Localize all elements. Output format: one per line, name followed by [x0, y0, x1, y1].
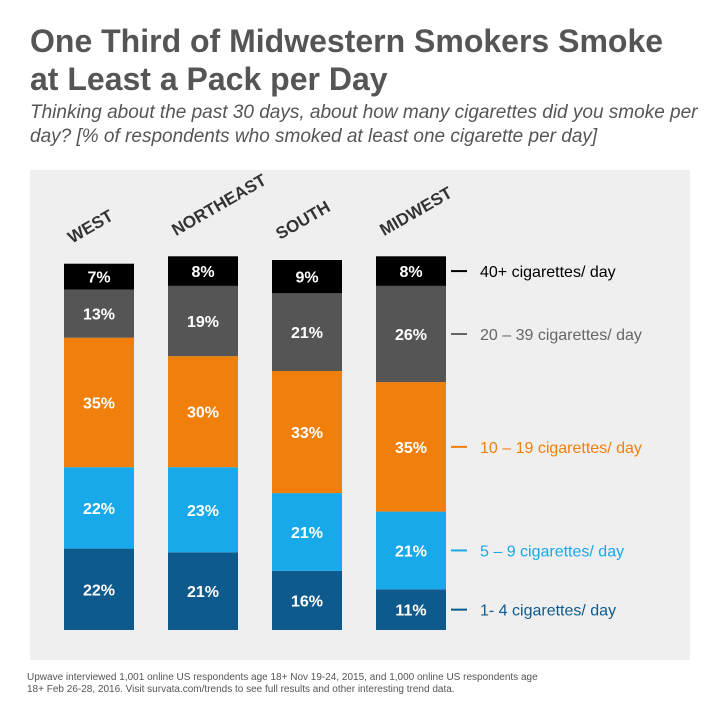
legend-label-1: 5 – 9 cigarettes/ day [480, 543, 624, 560]
data-label-west-0: 22% [83, 582, 115, 599]
data-label-west-4: 7% [87, 270, 110, 287]
bar-segment-west-4 [64, 263, 134, 290]
category-label-west: WEST [65, 206, 118, 247]
data-label-northeast-2: 30% [187, 405, 219, 422]
data-label-midwest-0: 11% [395, 603, 426, 620]
bar-segment-south-1 [272, 493, 342, 571]
data-label-northeast-0: 21% [187, 584, 219, 601]
bar-segment-west-1 [64, 467, 134, 549]
chart-panel: 22% 22% 35% 13% 7% WEST 21% 23% 30% 19% 8% NORTHEAS… [30, 170, 690, 660]
bar-segment-south-0 [272, 570, 342, 630]
data-label-south-0: 16% [291, 593, 323, 610]
bar-segment-midwest-1 [376, 511, 446, 590]
bar-segment-northeast-0 [168, 552, 238, 630]
legend-label-4: 40+ cigarettes/ day [480, 264, 616, 281]
bar-segment-northeast-4 [168, 256, 238, 286]
data-label-northeast-1: 23% [187, 503, 219, 520]
chart-title: One Third of Midwestern Smokers Smoke at… [30, 23, 664, 97]
stacked-bar-chart: 22% 22% 35% 13% 7% WEST 21% 23% 30% 19% 8% NORTHEAS… [64, 170, 642, 630]
bar-segment-midwest-2 [376, 382, 446, 512]
bar-segment-south-3 [272, 293, 342, 371]
data-label-midwest-3: 26% [395, 327, 427, 344]
footnote: Upwave interviewed 1,001 online US respo… [27, 672, 538, 695]
bar-segment-midwest-4 [376, 256, 446, 286]
bar-segment-midwest-3 [376, 285, 446, 383]
bar-segment-west-3 [64, 289, 134, 338]
data-label-west-1: 22% [83, 501, 115, 518]
data-label-west-3: 13% [83, 307, 115, 324]
bar-segment-northeast-2 [168, 356, 238, 468]
data-label-midwest-1: 21% [395, 543, 427, 560]
legend-label-2: 10 – 19 cigarettes/ day [480, 440, 642, 457]
legend-label-0: 1- 4 cigarettes/ day [480, 603, 616, 620]
data-label-midwest-2: 35% [395, 440, 427, 457]
bar-segment-northeast-3 [168, 285, 238, 357]
bar-segment-west-0 [64, 548, 134, 630]
data-label-northeast-4: 8% [191, 264, 214, 281]
data-label-midwest-4: 8% [399, 264, 422, 281]
category-label-south: SOUTH [273, 197, 334, 243]
data-label-south-4: 9% [295, 270, 318, 287]
bar-segment-midwest-0 [376, 589, 446, 630]
data-label-west-2: 35% [83, 395, 115, 412]
data-label-south-2: 33% [291, 425, 323, 442]
data-label-northeast-3: 19% [187, 314, 219, 331]
legend-label-3: 20 – 39 cigarettes/ day [480, 327, 642, 344]
bar-segment-west-2 [64, 337, 134, 468]
bar-segment-northeast-1 [168, 467, 238, 553]
data-label-south-1: 21% [291, 525, 323, 542]
chart-subtitle: Thinking about the past 30 days, about h… [30, 102, 698, 147]
category-label-midwest: MIDWEST [377, 183, 457, 240]
category-label-northeast: NORTHEAST [169, 170, 271, 240]
bar-segment-south-4 [272, 260, 342, 294]
bar-segment-south-2 [272, 371, 342, 494]
data-label-south-3: 21% [291, 325, 323, 342]
